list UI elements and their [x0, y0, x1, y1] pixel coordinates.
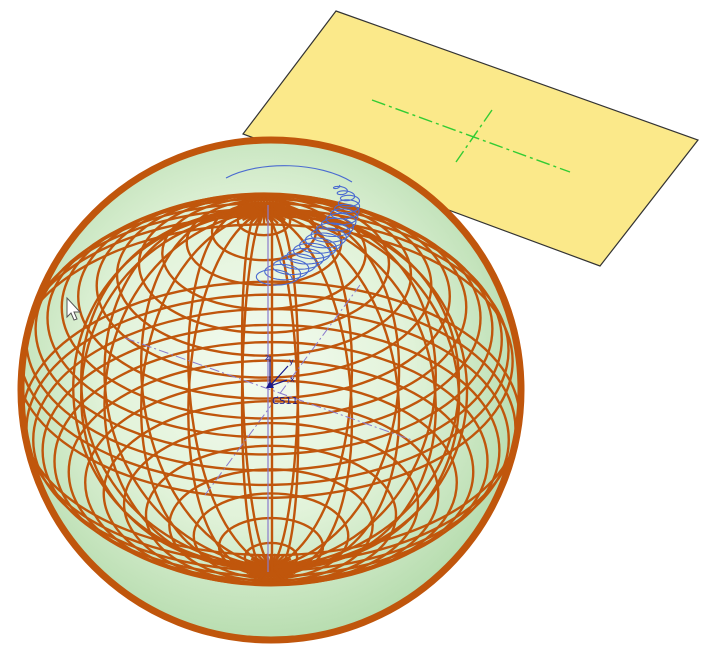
sketch-plane[interactable]	[242, 10, 699, 267]
mesh-meridian	[187, 207, 272, 570]
mesh-parallel-upper	[21, 214, 510, 487]
mesh-parallel-lower	[192, 492, 350, 580]
mesh-parallel-upper	[34, 202, 494, 456]
helix-curve[interactable]	[225, 165, 361, 286]
sphere-wireframe-mesh	[21, 192, 521, 587]
mesh-meridian	[140, 208, 272, 571]
sphere-vertical-axis	[267, 205, 274, 572]
sketch-plane-centerline-vertical	[455, 109, 493, 163]
cs-y-label: y	[289, 357, 294, 366]
mesh-parallel-upper	[210, 201, 318, 262]
helix-coil	[255, 184, 361, 286]
mesh-parallel-lower	[53, 340, 489, 582]
helix-lead-arc	[225, 165, 353, 183]
cs-origin-marker	[266, 381, 274, 388]
mesh-parallel-lower	[41, 323, 501, 578]
mesh-parallel-upper	[25, 207, 503, 472]
cs-name-label: CS11	[272, 396, 298, 407]
mesh-parallel-upper	[60, 194, 468, 420]
mesh-parallel-upper	[46, 197, 482, 439]
mesh-meridian	[263, 208, 461, 570]
datum-axis-b	[204, 284, 361, 496]
mesh-parallel-lower	[144, 444, 398, 585]
mesh-parallel-lower	[32, 307, 510, 572]
sphere-silhouette	[17, 136, 525, 644]
sketch-plane-centerline-horizontal	[371, 99, 571, 173]
coordinate-system[interactable]: z y x CS11	[265, 353, 298, 407]
mesh-meridian	[103, 208, 272, 570]
mesh-meridian	[140, 208, 272, 570]
cs-z-label: z	[265, 353, 269, 362]
arrow-pointer-icon	[66, 296, 82, 321]
cs-x-label: x	[290, 375, 295, 384]
mesh-parallel-upper	[21, 223, 514, 500]
cs-y-axis	[269, 365, 289, 387]
sketch-plane-surface[interactable]	[242, 10, 699, 267]
mesh-parallel-lower	[67, 359, 475, 585]
mesh-pole-ray	[270, 564, 297, 570]
cs-x-axis	[269, 379, 288, 387]
